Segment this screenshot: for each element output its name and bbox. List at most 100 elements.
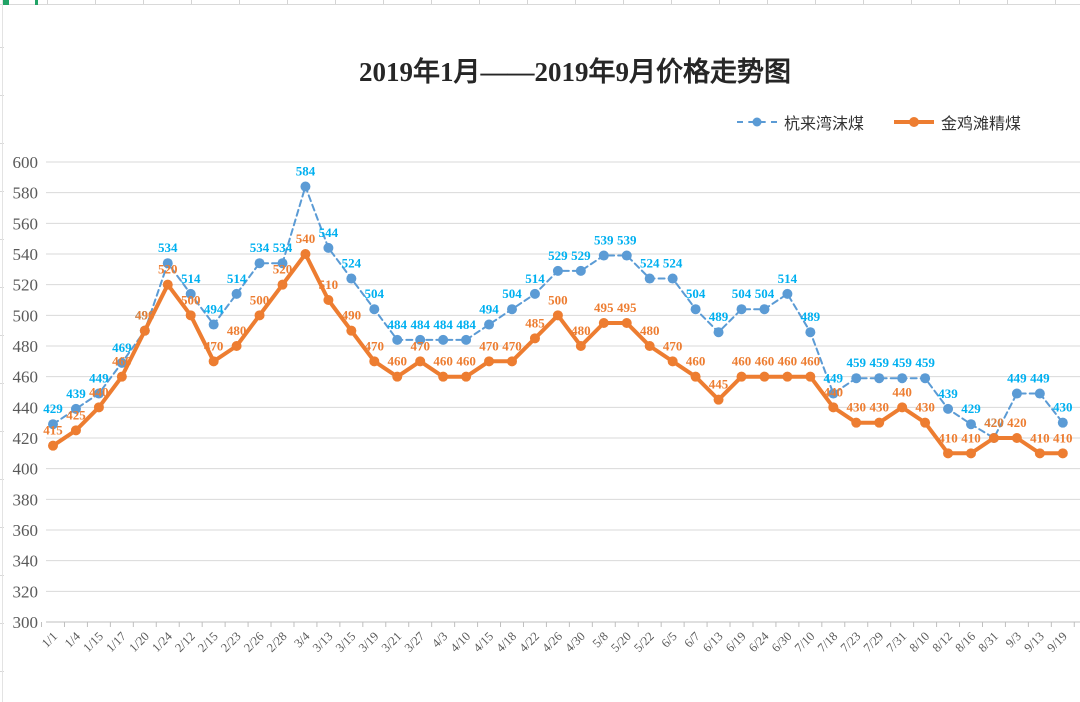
- svg-text:500: 500: [13, 306, 39, 325]
- svg-text:430: 430: [847, 400, 867, 415]
- svg-text:429: 429: [961, 401, 981, 416]
- svg-text:460: 460: [732, 354, 752, 369]
- svg-text:470: 470: [204, 338, 224, 353]
- svg-text:3/21: 3/21: [379, 629, 405, 655]
- svg-text:8/16: 8/16: [952, 629, 978, 655]
- svg-text:489: 489: [709, 309, 729, 324]
- svg-text:425: 425: [66, 407, 86, 422]
- svg-text:2/28: 2/28: [264, 629, 290, 655]
- svg-text:5/22: 5/22: [631, 629, 657, 655]
- svg-text:9/13: 9/13: [1021, 629, 1047, 655]
- svg-text:8/12: 8/12: [930, 629, 956, 655]
- svg-text:480: 480: [227, 323, 247, 338]
- svg-text:1/24: 1/24: [149, 629, 175, 655]
- svg-text:470: 470: [365, 338, 385, 353]
- svg-text:544: 544: [319, 225, 339, 240]
- svg-text:460: 460: [778, 354, 798, 369]
- svg-text:2/23: 2/23: [218, 629, 244, 655]
- svg-text:490: 490: [135, 308, 155, 323]
- svg-text:534: 534: [250, 240, 270, 255]
- svg-text:460: 460: [13, 368, 39, 387]
- svg-text:6/13: 6/13: [700, 629, 726, 655]
- svg-text:500: 500: [250, 292, 270, 307]
- legend-item-hanglaiwan[interactable]: 杭来湾沫煤: [737, 110, 864, 134]
- svg-text:3/19: 3/19: [356, 629, 382, 655]
- svg-text:495: 495: [617, 300, 637, 315]
- svg-text:4/10: 4/10: [448, 629, 474, 655]
- svg-text:484: 484: [410, 317, 430, 332]
- svg-text:449: 449: [89, 371, 109, 386]
- svg-text:460: 460: [686, 354, 706, 369]
- excel-grid-remnant-top: [0, 0, 1080, 6]
- svg-text:514: 514: [181, 271, 201, 286]
- svg-text:459: 459: [915, 355, 935, 370]
- svg-text:429: 429: [43, 401, 63, 416]
- svg-text:6/7: 6/7: [682, 629, 703, 650]
- svg-text:600: 600: [13, 153, 39, 172]
- chart-legend: 杭来湾沫煤 金鸡滩精煤: [737, 110, 1021, 134]
- svg-text:430: 430: [869, 400, 889, 415]
- svg-text:4/18: 4/18: [493, 629, 519, 655]
- svg-text:524: 524: [342, 256, 362, 271]
- svg-text:449: 449: [824, 371, 844, 386]
- dashed-blue-line-legend-icon: [737, 116, 777, 128]
- svg-text:494: 494: [479, 302, 499, 317]
- chart-title[interactable]: 2019年1月——2019年9月价格走势图: [359, 57, 791, 87]
- svg-text:539: 539: [617, 233, 637, 248]
- excel-selection-mark: [2, 0, 9, 5]
- svg-text:360: 360: [13, 521, 39, 540]
- svg-text:6/30: 6/30: [769, 629, 795, 655]
- svg-text:340: 340: [13, 552, 39, 571]
- svg-text:400: 400: [13, 460, 39, 479]
- svg-text:4/15: 4/15: [471, 629, 497, 655]
- svg-text:470: 470: [479, 338, 499, 353]
- svg-text:459: 459: [869, 355, 889, 370]
- svg-text:470: 470: [502, 338, 522, 353]
- svg-text:484: 484: [433, 317, 453, 332]
- svg-text:430: 430: [915, 400, 935, 415]
- svg-text:415: 415: [43, 423, 63, 438]
- svg-text:1/4: 1/4: [62, 629, 84, 651]
- svg-text:514: 514: [227, 271, 247, 286]
- legend-item-jinjitan[interactable]: 金鸡滩精煤: [894, 110, 1021, 134]
- svg-text:494: 494: [204, 302, 224, 317]
- svg-text:449: 449: [1030, 371, 1050, 386]
- svg-text:534: 534: [158, 240, 178, 255]
- svg-text:520: 520: [158, 262, 178, 277]
- svg-text:410: 410: [938, 430, 958, 445]
- svg-text:1/1: 1/1: [39, 629, 60, 650]
- svg-text:510: 510: [319, 277, 339, 292]
- svg-text:500: 500: [548, 292, 568, 307]
- svg-text:439: 439: [66, 386, 86, 401]
- svg-text:480: 480: [13, 337, 39, 356]
- excel-selection-mark-small: [35, 0, 38, 5]
- svg-text:410: 410: [961, 430, 981, 445]
- svg-text:7/29: 7/29: [861, 629, 887, 655]
- svg-text:440: 440: [13, 398, 39, 417]
- svg-text:9/3: 9/3: [1003, 629, 1024, 650]
- svg-text:460: 460: [388, 354, 408, 369]
- svg-text:459: 459: [892, 355, 912, 370]
- svg-text:440: 440: [824, 384, 844, 399]
- svg-text:410: 410: [1030, 430, 1050, 445]
- svg-text:495: 495: [594, 300, 614, 315]
- svg-text:504: 504: [755, 286, 775, 301]
- svg-text:3/13: 3/13: [310, 629, 336, 655]
- svg-text:470: 470: [410, 338, 430, 353]
- svg-text:490: 490: [342, 308, 362, 323]
- svg-text:484: 484: [388, 317, 408, 332]
- excel-grid-remnant-left: [0, 0, 5, 702]
- svg-text:380: 380: [13, 490, 39, 509]
- svg-text:4/26: 4/26: [539, 629, 565, 655]
- svg-text:524: 524: [640, 256, 660, 271]
- svg-text:504: 504: [732, 286, 752, 301]
- svg-text:6/19: 6/19: [723, 629, 749, 655]
- svg-text:514: 514: [778, 271, 798, 286]
- solid-orange-line-legend-icon: [894, 116, 935, 128]
- svg-text:440: 440: [89, 384, 109, 399]
- svg-text:3/15: 3/15: [333, 629, 359, 655]
- svg-text:485: 485: [525, 315, 545, 330]
- svg-text:5/8: 5/8: [590, 629, 611, 650]
- legend-label: 金鸡滩精煤: [941, 116, 1022, 133]
